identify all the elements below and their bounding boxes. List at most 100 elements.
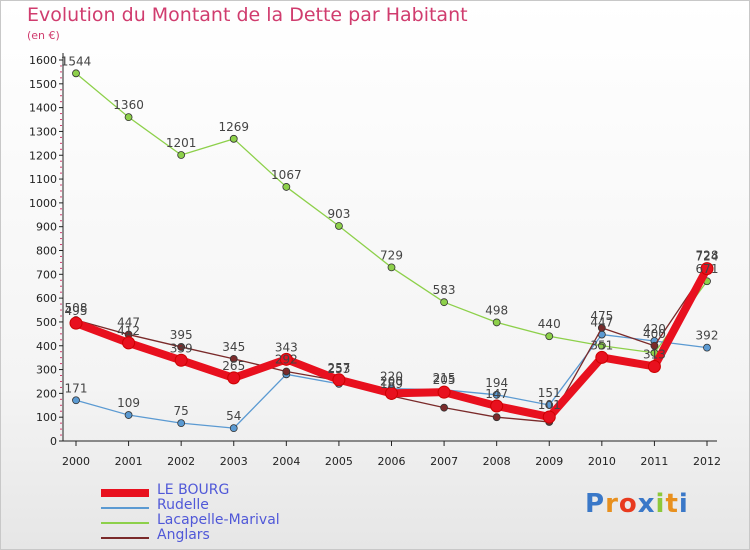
data-label-rudelle: 220 [380, 370, 403, 384]
legend-label-anglars: Anglars [157, 527, 210, 543]
y-tick-label: 1600 [29, 54, 57, 67]
data-point-le-bourg [542, 410, 556, 424]
data-point-lacapelle-marival [229, 134, 238, 143]
x-tick-label: 2001 [115, 455, 143, 468]
x-tick-label: 2007 [430, 455, 458, 468]
data-label-lacapelle-marival: 440 [538, 317, 561, 331]
data-label-le-bourg: 147 [485, 387, 508, 401]
data-label-lacapelle-marival: 498 [485, 303, 508, 317]
data-label-le-bourg: 412 [117, 324, 140, 338]
data-label-lacapelle-marival: 1269 [218, 120, 249, 134]
y-tick-label: 100 [36, 411, 57, 424]
y-tick-label: 1200 [29, 149, 57, 162]
y-tick-label: 400 [36, 340, 57, 353]
legend-swatch-anglars [101, 537, 149, 539]
data-point-le-bourg [595, 350, 609, 364]
data-label-anglars: 475 [590, 309, 613, 323]
legend-label-le-bourg: LE BOURG [157, 482, 230, 498]
x-tick-label: 2004 [272, 455, 300, 468]
data-point-rudelle [492, 390, 501, 399]
data-point-le-bourg [332, 373, 346, 387]
y-tick-label: 0 [50, 435, 57, 448]
chart-title: Evolution du Montant de la Dette par Hab… [27, 4, 468, 26]
data-point-anglars [282, 367, 291, 376]
data-point-anglars [650, 341, 659, 350]
data-label-rudelle: 420 [643, 322, 666, 336]
data-point-lacapelle-marival [282, 183, 291, 191]
data-label-rudelle: 392 [696, 329, 719, 343]
data-point-le-bourg [385, 386, 398, 400]
data-label-le-bourg: 257 [327, 361, 350, 375]
data-label-lacapelle-marival: 1544 [61, 54, 92, 68]
data-point-anglars [440, 403, 448, 412]
data-point-le-bourg [69, 316, 83, 330]
data-point-lacapelle-marival [492, 318, 501, 327]
legend-swatch-lacapelle-marival [101, 522, 149, 524]
data-label-le-bourg: 495 [65, 304, 88, 318]
data-point-lacapelle-marival [597, 341, 606, 350]
data-point-anglars [597, 323, 606, 332]
x-tick-label: 2009 [535, 455, 563, 468]
y-tick-label: 500 [36, 316, 57, 329]
data-label-rudelle: 171 [65, 381, 88, 395]
logo-letter: o [618, 489, 638, 519]
x-tick-label: 2000 [62, 455, 90, 468]
data-point-rudelle [124, 411, 133, 419]
data-point-le-bourg [647, 359, 661, 373]
data-label-lacapelle-marival: 1360 [113, 98, 144, 112]
data-label-anglars: 400 [643, 327, 666, 341]
x-tick-label: 2008 [483, 455, 511, 468]
chart-unit-subtitle: (en €) [27, 29, 60, 42]
x-tick-label: 2005 [325, 455, 353, 468]
data-point-lacapelle-marival [177, 151, 186, 159]
data-point-lacapelle-marival [335, 222, 343, 230]
y-tick-label: 1100 [29, 173, 57, 186]
data-label-rudelle: 54 [226, 409, 241, 423]
legend-swatch-le-bourg [101, 489, 149, 497]
data-point-lacapelle-marival [387, 263, 396, 272]
x-tick-label: 2011 [640, 455, 668, 468]
data-label-rudelle: 215 [433, 371, 456, 385]
x-tick-label: 2012 [693, 455, 721, 468]
data-label-anglars: 395 [170, 328, 193, 342]
data-point-anglars [492, 413, 501, 422]
data-label-lacapelle-marival: 671 [696, 262, 719, 276]
data-point-le-bourg [174, 353, 188, 367]
logo-letter: P [585, 489, 606, 519]
x-tick-label: 2003 [220, 455, 248, 468]
data-label-rudelle: 151 [538, 386, 561, 400]
data-point-lacapelle-marival [124, 113, 133, 122]
data-label-anglars: 345 [222, 340, 245, 354]
data-label-lacapelle-marival: 729 [380, 248, 403, 262]
data-label-anglars: 253 [327, 362, 350, 376]
legend-label-lacapelle-marival: Lacapelle-Marival [157, 512, 280, 528]
legend-swatch-rudelle [101, 507, 149, 509]
data-label-anglars: 728 [696, 249, 719, 263]
logo-letter: t [665, 489, 679, 519]
data-label-rudelle: 447 [590, 316, 613, 330]
data-point-le-bourg [437, 385, 451, 399]
data-label-le-bourg: 200 [380, 374, 403, 388]
data-label-lacapelle-marival: 583 [433, 283, 456, 297]
y-tick-label: 900 [36, 221, 57, 234]
x-tick-label: 2006 [378, 455, 406, 468]
data-point-rudelle [545, 401, 554, 409]
data-label-le-bourg: 265 [222, 359, 245, 373]
x-tick-label: 2010 [588, 455, 616, 468]
data-label-le-bourg: 351 [590, 338, 613, 352]
logo-letter: x [637, 489, 656, 519]
logo-letter: r [605, 489, 619, 519]
data-label-lacapelle-marival: 1201 [166, 136, 197, 150]
data-point-le-bourg [700, 262, 714, 276]
legend-label-rudelle: Rudelle [157, 497, 209, 513]
y-tick-label: 1000 [29, 197, 57, 210]
data-point-rudelle [72, 396, 80, 405]
data-point-le-bourg [279, 352, 293, 366]
data-point-anglars [229, 354, 238, 363]
y-tick-label: 1500 [29, 78, 57, 91]
y-tick-label: 1300 [29, 125, 57, 138]
data-point-lacapelle-marival [72, 69, 80, 78]
data-label-lacapelle-marival: 903 [327, 207, 350, 221]
data-label-le-bourg: 101 [538, 398, 561, 412]
